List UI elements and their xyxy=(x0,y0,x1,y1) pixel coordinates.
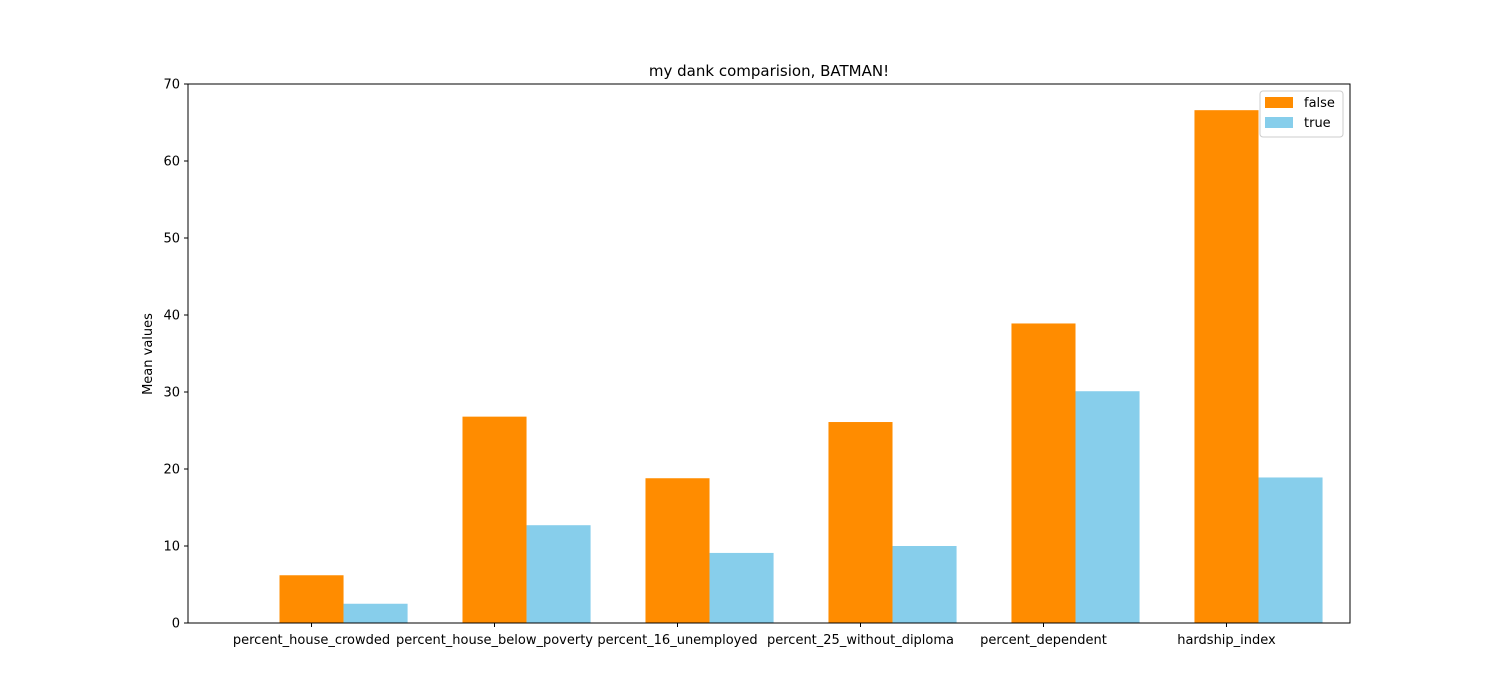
bar-true-percent_dependent xyxy=(1075,391,1140,623)
legend-swatch-true xyxy=(1265,117,1293,128)
legend-label-true: true xyxy=(1304,116,1331,131)
chart-title: my dank comparision, BATMAN! xyxy=(649,62,889,80)
plot-frame xyxy=(187,83,1351,624)
bar-true-hardship_index xyxy=(1258,477,1323,623)
y-tick-label: 10 xyxy=(163,540,180,555)
bar-false-hardship_index xyxy=(1194,110,1259,624)
legend-swatch-false xyxy=(1265,97,1293,108)
bar-true-percent_house_below_poverty xyxy=(526,525,591,623)
x-tick-label: percent_house_below_poverty xyxy=(396,633,593,648)
bar-false-percent_dependent xyxy=(1011,323,1076,623)
y-axis-label: Mean values xyxy=(141,313,156,395)
bars-group xyxy=(279,110,1323,624)
bar-false-percent_16_unemployed xyxy=(645,478,710,623)
x-tick-label: percent_16_unemployed xyxy=(597,633,757,648)
bar-true-percent_25_without_diploma xyxy=(892,546,957,623)
x-tick-label: hardship_index xyxy=(1177,633,1276,648)
x-tick-label: percent_25_without_diploma xyxy=(767,633,954,648)
bar-false-percent_house_crowded xyxy=(279,575,344,623)
y-ticks-group: 0 10 20 30 40 50 60 70 xyxy=(163,78,188,632)
bar-true-percent_house_crowded xyxy=(343,603,408,623)
bar-true-percent_16_unemployed xyxy=(709,552,774,623)
x-tick-label: percent_dependent xyxy=(980,633,1107,648)
y-tick-label: 30 xyxy=(163,386,180,401)
bar-false-percent_house_below_poverty xyxy=(462,416,527,623)
x-tick-label: percent_house_crowded xyxy=(233,633,390,648)
y-tick-label: 20 xyxy=(163,463,180,478)
legend: false true xyxy=(1259,90,1344,138)
x-ticks-group: percent_house_crowded percent_house_below… xyxy=(233,623,1276,648)
y-tick-label: 70 xyxy=(163,78,180,93)
bar-false-percent_25_without_diploma xyxy=(828,422,893,623)
legend-label-false: false xyxy=(1304,96,1335,111)
y-tick-label: 60 xyxy=(163,155,180,170)
y-tick-label: 50 xyxy=(163,232,180,247)
y-tick-label: 0 xyxy=(172,617,180,632)
y-tick-label: 40 xyxy=(163,309,180,324)
